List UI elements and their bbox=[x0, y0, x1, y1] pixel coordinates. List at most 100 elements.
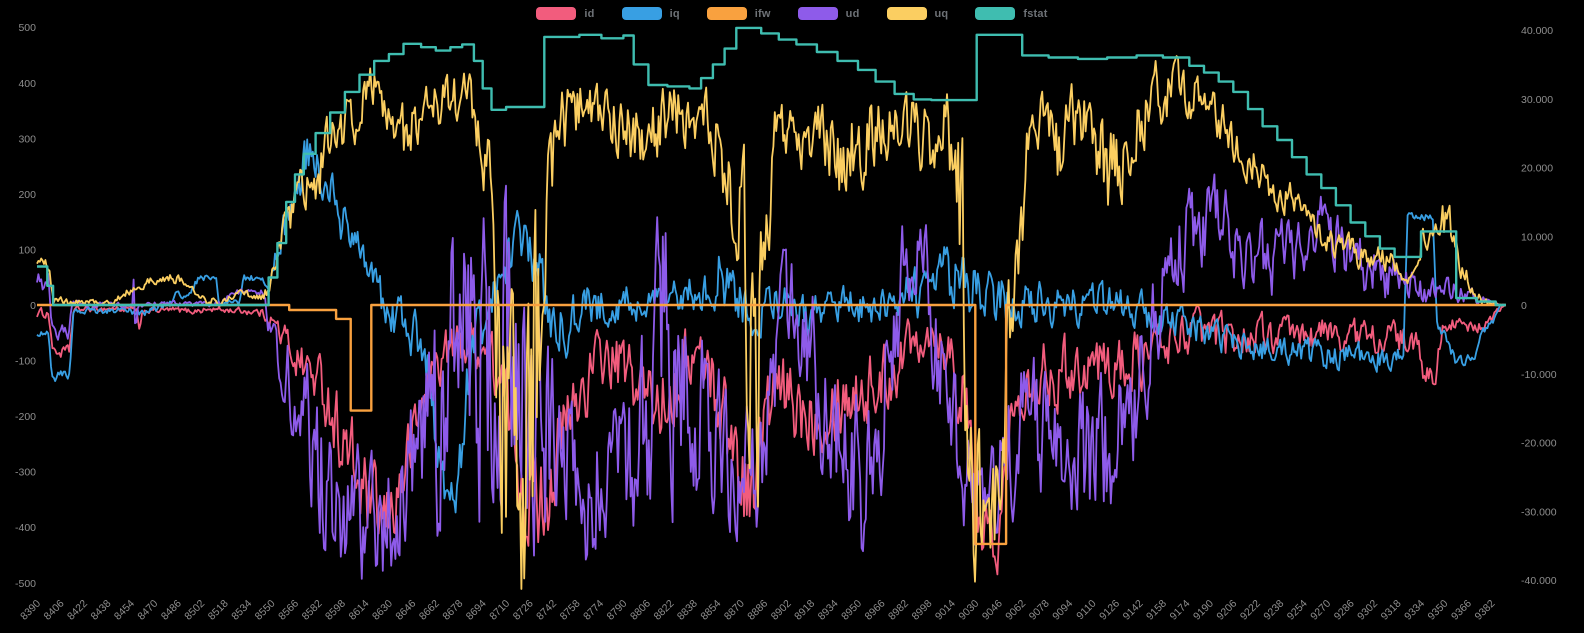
x-tick-label: 9238 bbox=[1261, 598, 1286, 623]
legend-swatch-id bbox=[536, 7, 577, 20]
y-left-tick-label: -400 bbox=[15, 522, 36, 534]
x-tick-label: 8438 bbox=[88, 598, 113, 623]
x-tick-label: 8406 bbox=[42, 598, 67, 623]
x-tick-label: 8662 bbox=[417, 598, 442, 623]
x-tick-label: 9094 bbox=[1050, 598, 1075, 623]
legend-swatch-ud bbox=[797, 7, 838, 20]
x-tick-label: 8534 bbox=[229, 598, 254, 623]
x-tick-label: 9030 bbox=[956, 598, 981, 623]
y-right-tick-label: 10.000 bbox=[1521, 231, 1553, 243]
x-tick-label: 8390 bbox=[18, 598, 43, 623]
legend-label: fstat bbox=[1023, 7, 1048, 20]
legend-label: uq bbox=[934, 7, 949, 20]
x-tick-label: 8918 bbox=[792, 598, 817, 623]
x-tick-label: 9126 bbox=[1097, 598, 1122, 623]
x-tick-label: 8966 bbox=[863, 598, 888, 623]
x-tick-label: 9174 bbox=[1168, 598, 1193, 623]
x-tick-label: 9286 bbox=[1332, 598, 1357, 623]
x-tick-label: 9318 bbox=[1379, 598, 1404, 623]
x-tick-label: 9110 bbox=[1074, 598, 1099, 623]
legend-label: ud bbox=[845, 7, 860, 20]
y-right-tick-label: -30.000 bbox=[1521, 506, 1557, 518]
y-left-tick-label: 0 bbox=[30, 300, 36, 312]
x-tick-label: 8710 bbox=[487, 598, 512, 623]
y-right-tick-label: 20.000 bbox=[1521, 163, 1553, 175]
x-tick-label: 9142 bbox=[1121, 598, 1146, 623]
x-tick-label: 8678 bbox=[440, 598, 465, 623]
x-tick-label: 8790 bbox=[605, 598, 630, 623]
x-tick-label: 9222 bbox=[1238, 598, 1263, 623]
legend-label: iq bbox=[669, 7, 680, 20]
x-tick-label: 8806 bbox=[628, 598, 653, 623]
x-tick-label: 8502 bbox=[182, 598, 207, 623]
x-tick-label: 8550 bbox=[253, 598, 278, 623]
x-tick-label: 8950 bbox=[839, 598, 864, 623]
y-left-tick-label: 300 bbox=[18, 133, 36, 145]
legend-item-ifw[interactable]: ifw bbox=[706, 7, 771, 20]
x-tick-label: 8982 bbox=[886, 598, 911, 623]
x-tick-label: 8726 bbox=[511, 598, 536, 623]
x-tick-label: 9350 bbox=[1426, 598, 1451, 623]
x-tick-label: 9302 bbox=[1355, 598, 1380, 623]
x-tick-label: 8630 bbox=[370, 598, 395, 623]
legend-swatch-fstat bbox=[975, 7, 1016, 20]
series-line-id bbox=[36, 304, 1507, 576]
x-tick-label: 9158 bbox=[1144, 598, 1169, 623]
legend-item-ud[interactable]: ud bbox=[797, 7, 860, 20]
y-right-tick-label: 40.000 bbox=[1521, 25, 1553, 37]
x-tick-label: 8566 bbox=[276, 598, 301, 623]
legend-swatch-ifw bbox=[706, 7, 747, 20]
x-tick-label: 9206 bbox=[1214, 598, 1239, 623]
x-tick-label: 8886 bbox=[745, 598, 770, 623]
x-tick-label: 9078 bbox=[1027, 598, 1052, 623]
x-tick-label: 9334 bbox=[1402, 598, 1427, 623]
y-left-tick-label: -100 bbox=[15, 356, 36, 368]
x-tick-label: 9046 bbox=[980, 598, 1005, 623]
y-right-tick-label: -20.000 bbox=[1521, 438, 1557, 450]
y-left-tick-label: -500 bbox=[15, 578, 36, 590]
x-tick-label: 8614 bbox=[347, 598, 372, 623]
x-tick-label: 9190 bbox=[1191, 598, 1216, 623]
x-tick-label: 8470 bbox=[135, 598, 160, 623]
y-left-tick-label: 400 bbox=[18, 78, 36, 90]
x-tick-label: 8646 bbox=[393, 598, 418, 623]
series-line-ifw bbox=[37, 303, 1506, 546]
legend-item-uq[interactable]: uq bbox=[886, 7, 949, 20]
x-tick-label: 9270 bbox=[1308, 598, 1333, 623]
legend-label: ifw bbox=[754, 7, 771, 20]
x-tick-label: 8838 bbox=[675, 598, 700, 623]
legend-item-iq[interactable]: iq bbox=[621, 7, 680, 20]
legend-swatch-iq bbox=[621, 7, 662, 20]
series-line-uq bbox=[36, 55, 1506, 590]
series-line-fstat bbox=[37, 26, 1506, 307]
x-tick-label: 8774 bbox=[581, 598, 606, 623]
legend-swatch-uq bbox=[886, 7, 927, 20]
x-tick-label: 8998 bbox=[909, 598, 934, 623]
y-left-tick-label: 500 bbox=[18, 22, 36, 34]
x-tick-label: 8486 bbox=[159, 598, 184, 623]
series-line-ud bbox=[36, 173, 1506, 580]
legend-label: id bbox=[584, 7, 595, 20]
legend-item-fstat[interactable]: fstat bbox=[975, 7, 1047, 20]
legend-item-id[interactable]: id bbox=[536, 7, 594, 20]
x-tick-label: 8854 bbox=[698, 598, 723, 623]
x-tick-label: 8758 bbox=[558, 598, 583, 623]
x-tick-label: 9254 bbox=[1285, 598, 1310, 623]
x-tick-label: 8598 bbox=[323, 598, 348, 623]
y-right-tick-label: -40.000 bbox=[1521, 575, 1557, 587]
y-left-tick-label: -300 bbox=[15, 467, 36, 479]
y-right-tick-label: 30.000 bbox=[1521, 94, 1553, 106]
x-tick-label: 8934 bbox=[816, 598, 841, 623]
x-tick-label: 8582 bbox=[300, 598, 325, 623]
x-tick-label: 9014 bbox=[933, 598, 958, 623]
x-tick-label: 8870 bbox=[722, 598, 747, 623]
x-tick-label: 9382 bbox=[1472, 598, 1497, 623]
x-tick-label: 8518 bbox=[206, 598, 231, 623]
x-tick-label: 9366 bbox=[1449, 598, 1474, 623]
y-right-tick-label: -10.000 bbox=[1521, 369, 1557, 381]
y-left-tick-label: 200 bbox=[18, 189, 36, 201]
x-tick-label: 8902 bbox=[769, 598, 794, 623]
x-tick-label: 8822 bbox=[651, 598, 676, 623]
